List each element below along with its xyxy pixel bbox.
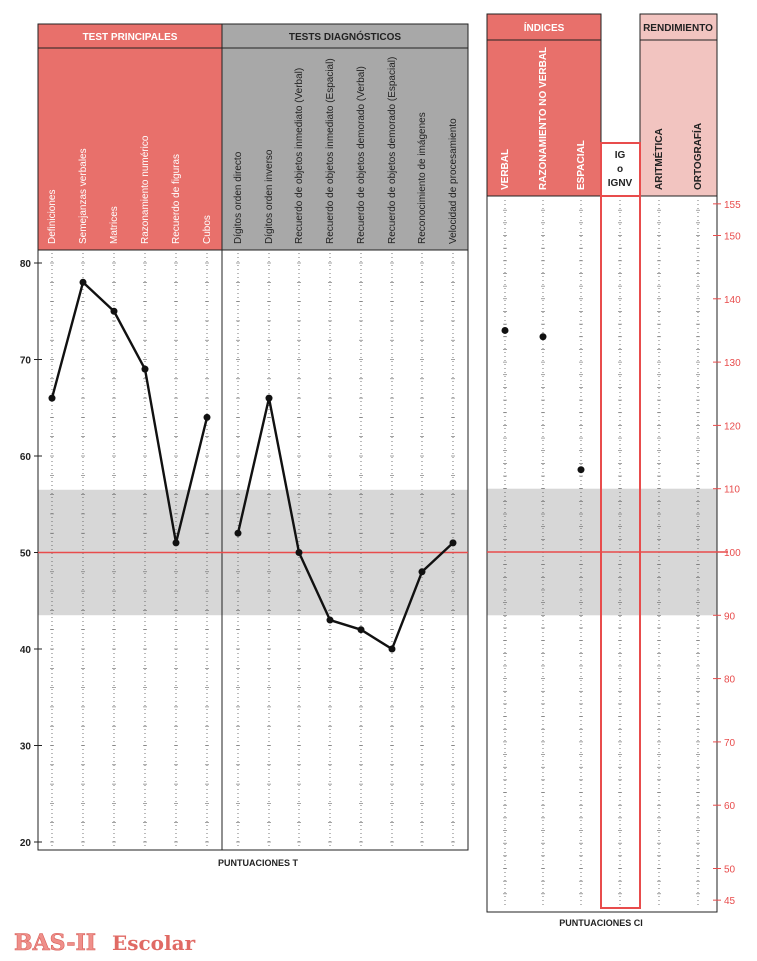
series-test-principales-line xyxy=(50,281,209,545)
left-column-label-5: Cubos xyxy=(202,215,213,244)
ig-label-line-3: IGNV xyxy=(608,178,633,189)
right-y-tick-label-7: 90 xyxy=(724,611,736,622)
left-y-tick-label-3: 50 xyxy=(20,549,32,560)
left-column-label-10: Recuerdo de objetos demorado (Verbal) xyxy=(356,66,367,244)
point-index-2 xyxy=(577,466,585,474)
right-y-axis: 155 150 140 130 120 110 100 90 80 70 60 50 45 xyxy=(713,200,741,907)
left-column-label-1: Semejanzas verbales xyxy=(78,148,89,244)
right-y-tick-label-2: 140 xyxy=(724,295,741,306)
left-y-tick-label-0: 80 xyxy=(20,259,32,270)
right-y-tick-label-12: 45 xyxy=(724,896,736,907)
right-column-label-5: ORTOGRAFÍA xyxy=(691,123,704,190)
point-test-principales-1 xyxy=(79,278,87,286)
group-header-indices: ÍNDICES xyxy=(524,21,565,34)
left-y-tick-label-1: 70 xyxy=(20,356,32,367)
left-y-tick-label-5: 30 xyxy=(20,742,32,753)
bas-ii-logo: BAS-II Escolar xyxy=(14,930,196,957)
point-test-principales-3 xyxy=(141,365,149,373)
left-panel: TEST PRINCIPALES TESTS DIAGNÓSTICOS Defi… xyxy=(20,23,469,868)
left-column-label-0: Definiciones xyxy=(47,190,58,244)
right-y-tick-label-11: 50 xyxy=(724,865,736,876)
left-column-label-9: Recuerdo de objetos inmediato (Espacial) xyxy=(325,58,336,244)
rendimiento-header-pink xyxy=(640,14,717,196)
left-y-axis: 80 70 60 50 40 30 20 xyxy=(20,259,42,849)
left-column-label-4: Recuerdo de figuras xyxy=(171,154,182,244)
point-tests-diagnosticos-0 xyxy=(234,529,242,537)
right-y-tick-label-5: 110 xyxy=(724,485,740,496)
logo-brand: BAS-II xyxy=(14,930,96,956)
right-y-tick-label-0: 155 xyxy=(724,200,741,211)
left-panel-border xyxy=(37,23,469,851)
right-panel: ÍNDICES RENDIMIENTO IG o IGNV VERBAL RAZO… xyxy=(486,13,741,928)
left-column-label-11: Recuerdo de objetos demorado (Espacial) xyxy=(387,57,398,244)
point-tests-diagnosticos-4 xyxy=(357,626,365,634)
left-column-label-13: Velocidad de procesamiento xyxy=(448,118,459,244)
logo-edition: Escolar xyxy=(112,931,196,955)
left-column-labels: Definiciones Semejanzas verbales Matrices R… xyxy=(47,57,459,244)
left-column-label-12: Reconocimiento de imágenes xyxy=(417,112,428,244)
group-header-tests-diagnosticos: TESTS DIAGNÓSTICOS xyxy=(289,30,402,43)
left-y-tick-label-4: 40 xyxy=(20,645,32,656)
right-column-label-4: ARITMÉTICA xyxy=(652,128,665,190)
point-tests-diagnosticos-5 xyxy=(388,645,396,653)
right-y-tick-label-9: 70 xyxy=(724,738,736,749)
point-tests-diagnosticos-3 xyxy=(326,616,334,624)
left-column-label-2: Matrices xyxy=(109,206,120,244)
group-header-rendimiento: RENDIMIENTO xyxy=(643,23,713,34)
series-tests-diagnosticos-line xyxy=(236,396,454,651)
right-column-label-0: VERBAL xyxy=(500,149,511,190)
right-y-tick-label-1: 150 xyxy=(724,232,741,243)
point-tests-diagnosticos-6 xyxy=(418,568,426,576)
left-y-tick-label-6: 20 xyxy=(20,838,32,849)
left-column-label-8: Recuerdo de objetos inmediato (Verbal) xyxy=(294,68,305,244)
point-index-0 xyxy=(501,326,509,334)
right-column-label-1: RAZONAMIENTO NO VERBAL xyxy=(538,47,549,190)
point-test-principales-2 xyxy=(110,307,118,315)
right-y-tick-label-4: 120 xyxy=(724,421,741,432)
left-x-axis-label: PUNTUACIONES T xyxy=(218,858,299,868)
left-column-label-7: Dígitos orden inverso xyxy=(264,149,275,244)
point-test-principales-4 xyxy=(172,539,180,547)
left-header-gray xyxy=(222,24,468,250)
right-column-labels: VERBAL RAZONAMIENTO NO VERBAL ESPACIAL ARIT… xyxy=(500,47,704,190)
ig-label-line-1: IG xyxy=(615,150,626,161)
left-y-tick-label-2: 60 xyxy=(20,452,32,463)
right-y-tick-label-6: 100 xyxy=(724,548,741,559)
point-test-principales-5 xyxy=(203,413,211,421)
point-tests-diagnosticos-2 xyxy=(295,549,303,556)
reference-lines xyxy=(38,551,728,554)
right-column-label-2: ESPACIAL xyxy=(576,140,587,190)
left-column-label-6: Dígitos orden directo xyxy=(233,151,244,244)
point-index-1 xyxy=(539,333,547,341)
left-column-label-3: Razonamiento numérico xyxy=(140,135,151,244)
point-tests-diagnosticos-7 xyxy=(449,539,457,547)
point-tests-diagnosticos-1 xyxy=(265,394,273,402)
right-y-tick-label-8: 80 xyxy=(724,675,736,686)
left-header-salmon xyxy=(38,24,222,250)
data-series xyxy=(48,278,585,653)
ig-column-box xyxy=(600,142,641,909)
right-y-tick-label-10: 60 xyxy=(724,801,736,812)
right-y-tick-label-3: 130 xyxy=(724,358,741,369)
ig-label-line-2: o xyxy=(617,164,623,175)
point-test-principales-0 xyxy=(48,394,56,402)
indices-header-salmon xyxy=(487,14,601,196)
group-header-test-principales: TEST PRINCIPALES xyxy=(83,32,178,43)
right-x-axis-label: PUNTUACIONES CI xyxy=(559,918,643,928)
